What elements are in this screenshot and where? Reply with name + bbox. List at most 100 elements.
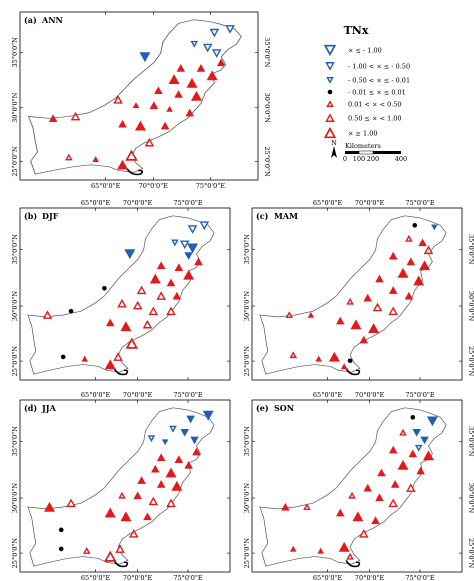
increase-triangle: [196, 64, 206, 72]
lon-tick-label: 65°0'0"E: [313, 199, 343, 207]
increase-triangle: [118, 119, 127, 128]
no-trend-dot: [68, 308, 74, 314]
increase-triangle: [413, 275, 425, 286]
increase-triangle: [359, 528, 369, 538]
legend-title: TNx: [344, 24, 369, 37]
scale-tick-label: 0: [343, 155, 347, 163]
increase-triangle: [418, 238, 427, 247]
increase-triangle: [408, 449, 418, 458]
decrease-triangle: [211, 49, 222, 58]
panel-label: (c): [256, 211, 269, 221]
increase-triangle: [397, 459, 409, 470]
lat-tick-label: 35°0'0"N: [11, 37, 19, 68]
decrease-triangle: [180, 428, 189, 437]
lon-tick-label: 70°0'0"E: [355, 391, 385, 399]
increase-triangle: [328, 351, 340, 362]
increase-triangle: [154, 86, 163, 95]
no-trend-dot: [102, 285, 107, 291]
lat-tick-label: 25°0'0"N: [243, 538, 251, 569]
increase-triangle: [82, 547, 91, 554]
increase-triangle: [132, 102, 140, 109]
map-panel-djf: (b) DJF 65°0'0"E 70°0'0"E 75°0'0"E 35°0'0"N 30…: [11, 199, 231, 381]
increase-triangle: [186, 77, 198, 88]
lat-tick-label: 25°0'0"N: [11, 346, 19, 377]
increase-triangle: [307, 311, 315, 318]
increase-triangle: [388, 498, 398, 508]
increase-triangle: [104, 359, 116, 370]
lat-tick-label: 30°0'0"N: [11, 92, 19, 123]
no-trend-dot: [327, 89, 333, 95]
increase-triangle: [375, 493, 384, 502]
no-trend-dot: [58, 527, 64, 533]
increase-triangle: [174, 455, 184, 463]
decrease-triangle: [431, 224, 438, 231]
lat-tick-label: 35°0'0"N: [263, 37, 271, 68]
increase-triangle: [174, 90, 183, 98]
lon-tick-label: 65°0'0"E: [91, 182, 121, 190]
increase-triangle: [166, 498, 176, 508]
lon-tick-label: 75°0'0"E: [405, 574, 435, 581]
increase-triangle: [390, 480, 400, 488]
increase-triangle: [183, 269, 195, 280]
legend-label: - 0.50 < × ≤ - 0.01: [348, 77, 410, 85]
map-body: [27, 19, 242, 176]
decrease-triangle: [420, 436, 429, 445]
legend-row: - 0.50 < × ≤ - 0.01: [326, 77, 410, 85]
lon-tick-label: 75°0'0"E: [173, 391, 203, 399]
scale-tick-label: 100: [353, 155, 365, 163]
scale-tick-label: 200: [367, 155, 379, 163]
map-panel-ann: (a) ANN 65°0'0"E 70°0'0"E 75°0'0"E 35°0'0"N 35…: [11, 11, 271, 190]
coastline: [126, 168, 144, 176]
increase-triangle: [399, 428, 407, 436]
panel-season: DJF: [42, 211, 59, 221]
increase-triangle: [377, 468, 386, 477]
increase-triangle: [128, 528, 139, 538]
increase-triangle: [137, 476, 146, 484]
increase-triangle: [156, 453, 166, 462]
scale-seg: [373, 151, 401, 154]
lon-tick-label: 65°0'0"E: [81, 574, 111, 581]
increase-triangle: [65, 153, 73, 161]
increase-triangle: [105, 318, 115, 327]
increase-triangle: [281, 502, 290, 511]
panel-label: (d): [24, 403, 37, 413]
increase-triangle: [346, 552, 354, 560]
lat-tick-label: 30°0'0"N: [243, 483, 251, 514]
increase-triangle: [326, 100, 334, 108]
increase-triangle: [174, 263, 184, 271]
decrease-triangle: [184, 252, 193, 260]
increase-triangle: [156, 261, 166, 270]
lon-tick-label: 75°0'0"E: [173, 199, 203, 207]
increase-triangle: [172, 291, 182, 300]
lat-tick-label: 25°0'0"N: [263, 146, 271, 177]
lat-tick-label: 30°0'0"N: [263, 93, 271, 124]
increase-triangle: [303, 503, 311, 511]
increase-triangle: [156, 291, 166, 300]
station-symbols: [285, 223, 438, 370]
lat-tick-label: 30°0'0"N: [467, 483, 474, 514]
no-trend-dot: [412, 223, 418, 228]
lon-tick-label: 65°0'0"E: [81, 391, 111, 399]
increase-triangle: [120, 511, 132, 522]
increase-triangle: [371, 516, 380, 524]
panel-season: JJA: [41, 403, 57, 413]
scale-unit: Kilometers: [345, 142, 381, 150]
legend-row: × ≥ 1.00: [323, 126, 378, 139]
increase-triangle: [289, 545, 297, 552]
increase-triangle: [350, 319, 362, 330]
increase-triangle: [185, 108, 195, 117]
lat-tick-label: 25°0'0"N: [467, 346, 474, 377]
decrease-triangle: [139, 52, 151, 63]
increase-triangle: [285, 311, 294, 319]
decrease-triangle: [161, 439, 169, 446]
increase-triangle: [160, 121, 170, 130]
increase-triangle: [352, 511, 364, 522]
legend-label: - 1.00 < × ≤ - 0.50: [348, 63, 410, 71]
coastline: [113, 368, 129, 376]
increase-triangle: [171, 480, 183, 491]
lon-tick-label: 70°0'0"E: [139, 182, 169, 190]
increase-triangle: [103, 550, 117, 562]
increase-triangle: [168, 74, 180, 84]
increase-triangle: [113, 352, 123, 361]
